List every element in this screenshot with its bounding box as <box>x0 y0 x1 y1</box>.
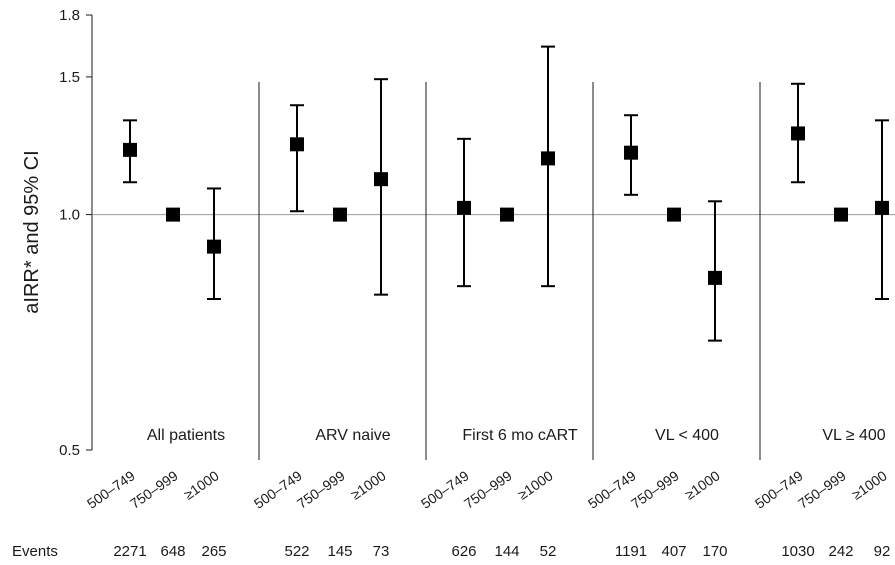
x-category-label: ≥1000 <box>682 467 723 503</box>
x-category-label: 750–999 <box>127 467 181 511</box>
point-estimate-marker <box>667 207 681 222</box>
x-category-label: 750–999 <box>294 467 348 511</box>
point-estimate-marker <box>207 239 221 254</box>
events-count: 92 <box>874 543 891 560</box>
y-tick-label: 1.8 <box>59 7 80 24</box>
x-category-label: ≥1000 <box>515 467 556 503</box>
group-label: First 6 mo cART <box>462 427 578 444</box>
point-estimate-marker <box>333 207 347 222</box>
point-estimate-marker <box>500 207 514 222</box>
point-estimate-marker <box>791 126 805 141</box>
point-estimate-marker <box>166 207 180 222</box>
events-count: 1030 <box>781 543 814 560</box>
events-count: 52 <box>540 543 557 560</box>
events-count: 522 <box>284 543 309 560</box>
group-label: VL ≥ 400 <box>822 427 885 444</box>
y-axis-label: aIRR* and 95% CI <box>21 150 43 313</box>
events-count: 626 <box>451 543 476 560</box>
events-count: 407 <box>661 543 686 560</box>
x-category-label: 750–999 <box>628 467 682 511</box>
events-row-label: Events <box>12 543 58 560</box>
x-category-label: 500–749 <box>251 467 305 511</box>
point-estimate-marker <box>708 270 722 285</box>
x-category-label: 500–749 <box>585 467 639 511</box>
y-tick-label: 0.5 <box>59 442 80 459</box>
point-estimate-marker <box>875 200 889 215</box>
events-count: 144 <box>494 543 519 560</box>
events-count: 265 <box>201 543 226 560</box>
x-category-label: 500–749 <box>752 467 806 511</box>
x-category-label: ≥1000 <box>849 467 890 503</box>
point-estimate-marker <box>123 142 137 157</box>
group-label: All patients <box>147 427 225 444</box>
events-count: 1191 <box>615 543 647 560</box>
x-category-label: ≥1000 <box>348 467 389 503</box>
group-label: ARV naive <box>315 427 390 444</box>
events-count: 145 <box>327 543 352 560</box>
group-label: VL < 400 <box>655 427 719 444</box>
point-estimate-marker <box>290 137 304 152</box>
y-tick-label: 1.0 <box>59 207 80 224</box>
x-category-label: 500–749 <box>84 467 138 511</box>
y-tick-label: 1.5 <box>59 69 80 86</box>
events-count: 242 <box>828 543 853 560</box>
x-category-label: 500–749 <box>418 467 472 511</box>
x-category-label: ≥1000 <box>181 467 222 503</box>
point-estimate-marker <box>834 207 848 222</box>
x-category-label: 750–999 <box>795 467 849 511</box>
events-count: 2271 <box>113 543 146 560</box>
events-count: 73 <box>373 543 390 560</box>
point-estimate-marker <box>374 172 388 187</box>
events-count: 648 <box>160 543 185 560</box>
point-estimate-marker <box>457 200 471 215</box>
point-estimate-marker <box>624 145 638 160</box>
x-category-label: 750–999 <box>461 467 515 511</box>
point-estimate-marker <box>541 151 555 166</box>
events-count: 170 <box>702 543 727 560</box>
